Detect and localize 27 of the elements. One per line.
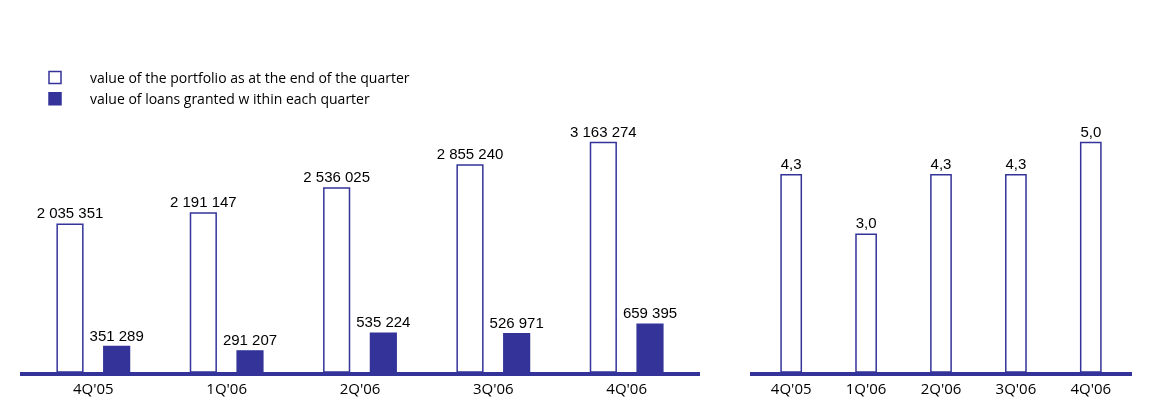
data-label: 291 207 xyxy=(222,330,278,348)
data-label: 659 395 xyxy=(622,304,678,322)
x-tick-label: 3Q'06 xyxy=(995,378,1037,398)
x-tick-label: 4Q'05 xyxy=(770,378,812,398)
x-tick-label: 2Q'06 xyxy=(339,378,381,398)
x-tick-label: 4Q'06 xyxy=(606,378,648,398)
data-label: 2 191 147 xyxy=(169,193,237,211)
legend-label: value of loans granted w ithin each quarter xyxy=(90,89,370,109)
data-label: 4,3 xyxy=(1005,154,1027,172)
x-tick-label: 4Q'05 xyxy=(72,378,114,398)
x-tick-label: 4Q'06 xyxy=(1070,378,1112,398)
data-label: 2 035 351 xyxy=(36,204,104,222)
data-label: 4,3 xyxy=(780,154,802,172)
data-label: 2 536 025 xyxy=(303,168,371,186)
x-tick-label: 2Q'06 xyxy=(920,378,962,398)
data-label: 351 289 xyxy=(89,326,144,344)
x-tick-label: 1Q'06 xyxy=(845,378,887,398)
data-label: 3 163 274 xyxy=(569,122,637,140)
legend-label: value of the portfolio as at the end of the quarter xyxy=(90,68,410,88)
data-label: 3,0 xyxy=(855,214,877,232)
data-label: 535 224 xyxy=(356,313,411,331)
data-label: 2 855 240 xyxy=(436,144,504,162)
x-tick-label: 1Q'06 xyxy=(206,378,248,398)
data-label: 4,3 xyxy=(930,154,952,172)
data-label: 5,0 xyxy=(1080,122,1102,140)
data-label: 526 971 xyxy=(489,313,544,331)
x-tick-label: 3Q'06 xyxy=(472,378,514,398)
